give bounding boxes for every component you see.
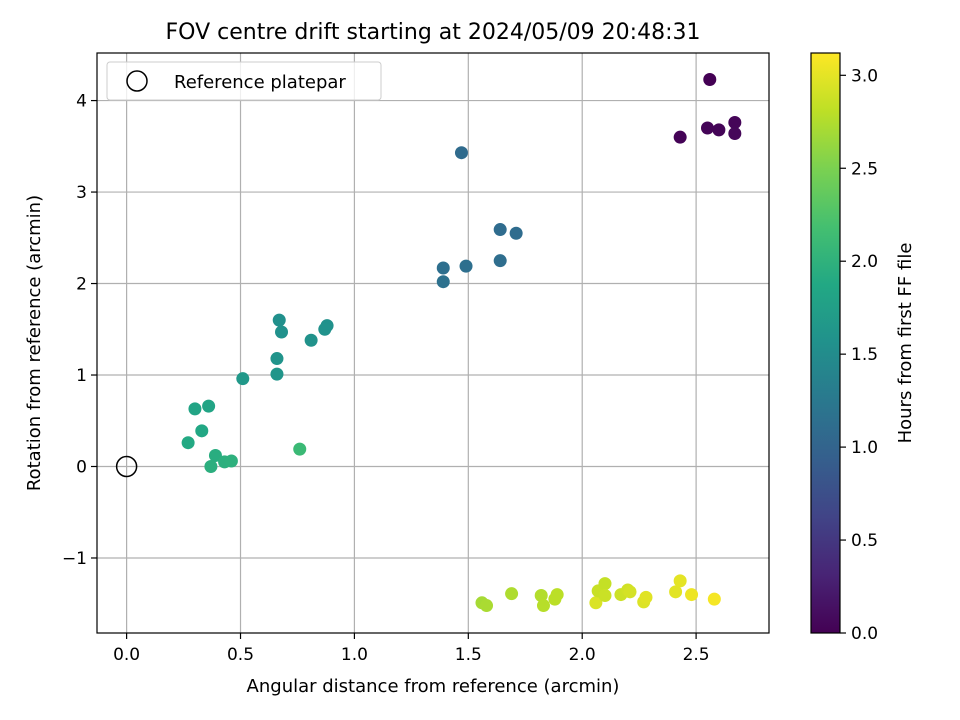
data-point — [270, 367, 284, 381]
colorbar-tick-label: 2.0 — [851, 252, 878, 272]
data-points — [181, 73, 742, 613]
legend-label: Reference platepar — [174, 72, 346, 93]
colorbar-ticks: 0.0 0.5 1.0 1.5 2.0 2.5 3.0 — [840, 66, 878, 644]
data-point — [536, 599, 550, 613]
x-tick-label: 2.5 — [683, 645, 710, 665]
x-tick-label: 0.5 — [227, 645, 254, 665]
data-point — [589, 596, 603, 610]
data-point — [480, 599, 494, 613]
data-point — [204, 460, 218, 474]
data-point — [669, 585, 683, 599]
data-point — [623, 585, 637, 599]
reference-marker — [115, 455, 138, 478]
x-axis-ticks: 0.0 0.5 1.0 1.5 2.0 2.5 — [113, 633, 710, 665]
data-point — [712, 123, 726, 137]
colorbar-gradient — [811, 53, 840, 633]
data-point — [493, 254, 507, 268]
data-point — [224, 454, 238, 468]
x-tick-label: 2.0 — [569, 645, 596, 665]
data-point — [534, 588, 548, 602]
data-point — [202, 399, 216, 413]
y-tick-label: 1 — [76, 366, 87, 386]
data-point — [673, 574, 687, 588]
colorbar-frame — [810, 52, 841, 634]
data-point — [598, 588, 612, 602]
x-tick-label: 0.0 — [113, 645, 140, 665]
data-point — [685, 588, 699, 602]
x-tick-label: 1.5 — [455, 645, 482, 665]
data-point — [639, 590, 653, 604]
legend-box — [106, 61, 382, 101]
data-point — [436, 261, 450, 275]
legend: Reference platepar — [106, 61, 382, 101]
data-point — [673, 130, 687, 144]
y-tick-label: 3 — [76, 183, 87, 203]
data-point — [181, 436, 195, 450]
y-tick-label: −1 — [62, 549, 87, 569]
colorbar-tick-label: 2.5 — [851, 159, 878, 179]
data-point — [436, 275, 450, 289]
colorbar-tick-label: 1.5 — [851, 345, 878, 365]
colorbar: 0.0 0.5 1.0 1.5 2.0 2.5 3.0 Hours from first F… — [810, 52, 916, 644]
data-point — [509, 226, 523, 240]
data-point — [505, 587, 519, 601]
data-point — [275, 325, 289, 339]
data-point — [459, 259, 473, 273]
data-point — [270, 352, 284, 366]
data-point — [272, 313, 286, 327]
chart-title: FOV centre drift starting at 2024/05/09 … — [166, 20, 701, 45]
y-tick-label: 2 — [76, 275, 87, 295]
data-point — [493, 223, 507, 237]
data-point — [208, 449, 222, 463]
data-point — [700, 121, 714, 135]
data-point — [703, 73, 717, 87]
y-tick-label: 0 — [76, 458, 87, 478]
data-point — [195, 424, 209, 438]
colorbar-tick-label: 1.0 — [851, 438, 878, 458]
data-point — [728, 127, 742, 141]
colorbar-tick-label: 0.0 — [851, 624, 878, 644]
y-axis-label: Rotation from reference (arcmin) — [24, 195, 45, 491]
y-tick-label: 4 — [76, 92, 87, 112]
data-point — [454, 146, 468, 160]
data-point — [318, 322, 332, 336]
data-point — [304, 333, 318, 347]
grid-lines — [97, 53, 769, 633]
colorbar-tick-label: 3.0 — [851, 66, 878, 86]
data-point — [707, 592, 721, 606]
y-axis-ticks: −1 0 1 2 3 4 — [62, 92, 97, 569]
data-point — [236, 372, 250, 386]
data-point — [188, 402, 202, 416]
colorbar-tick-label: 0.5 — [851, 531, 878, 551]
data-point — [293, 442, 307, 456]
data-point — [550, 588, 564, 602]
colorbar-label: Hours from first FF file — [895, 243, 916, 444]
plot-frame — [96, 52, 770, 634]
x-tick-label: 1.0 — [341, 645, 368, 665]
data-point — [598, 577, 612, 591]
data-point — [728, 116, 742, 130]
legend-marker-icon — [126, 70, 148, 92]
x-axis-label: Angular distance from reference (arcmin) — [247, 676, 620, 697]
